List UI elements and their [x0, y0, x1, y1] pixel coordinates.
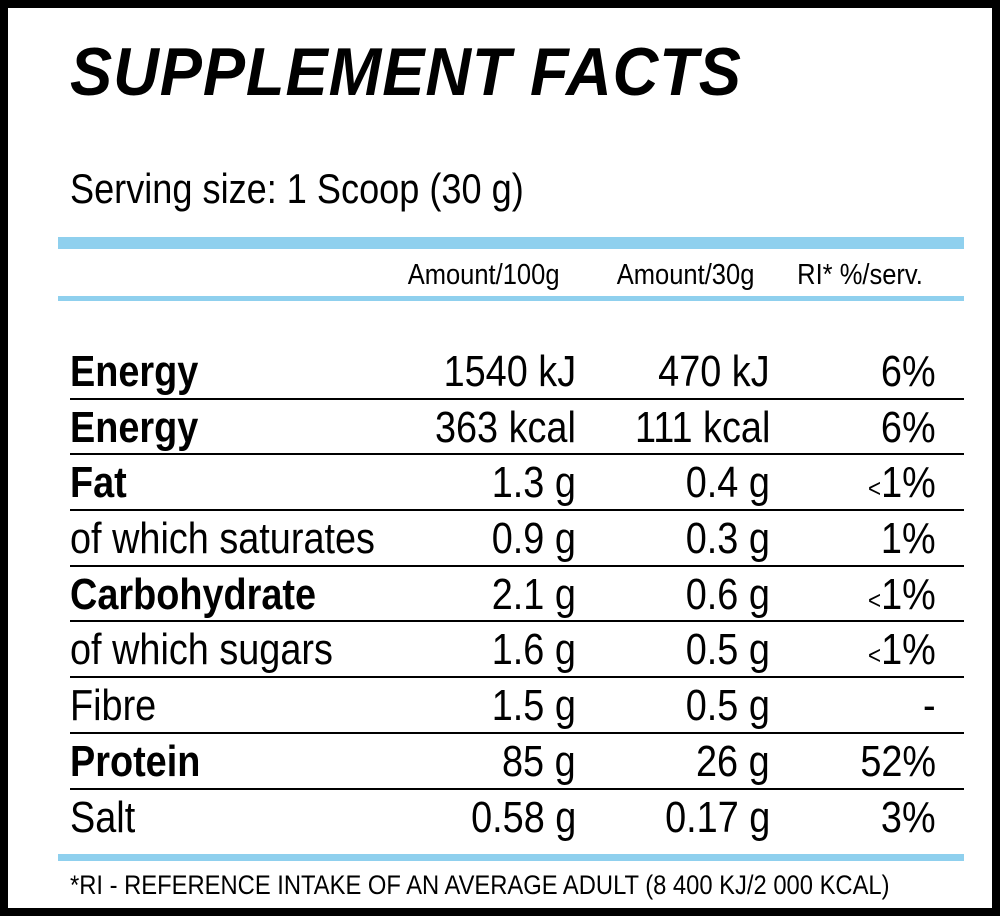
table-row: Energy 1540 kJ 470 kJ 6% — [8, 344, 1000, 400]
amount-per-30g: 0.3 g — [685, 514, 770, 564]
ri-value: - — [923, 681, 936, 731]
nutrient-name: Protein — [70, 736, 201, 786]
column-header-per100g: Amount/100g — [408, 259, 560, 291]
amount-per-30g: 0.6 g — [685, 569, 770, 619]
table-row: Carbohydrate 2.1 g 0.6 g <1% — [8, 567, 1000, 623]
ri-value: 1% — [881, 625, 936, 675]
ri-value: 6% — [881, 402, 936, 452]
ri-percent: 52% — [860, 736, 936, 791]
nutrition-table: Energy 1540 kJ 470 kJ 6% Energy 363 kcal 111 k… — [8, 344, 1000, 845]
amount-per-100g: 363 kcal — [435, 402, 576, 452]
table-row: Fat 1.3 g 0.4 g <1% — [8, 455, 1000, 511]
less-than-prefix: < — [868, 640, 882, 671]
ri-value: 1% — [881, 514, 936, 564]
header-top-divider — [58, 237, 964, 249]
ri-value: 3% — [881, 792, 936, 842]
nutrient-name: of which sugars — [70, 625, 333, 675]
table-row: Salt 0.58 g 0.17 g 3% — [8, 790, 1000, 846]
ri-percent: 6% — [881, 402, 936, 457]
amount-per-30g: 470 kJ — [658, 347, 770, 396]
table-row: Protein 85 g 26 g 52% — [8, 734, 1000, 790]
table-row: Energy 363 kcal 111 kcal 6% — [8, 400, 1000, 456]
nutrient-name: Energy — [70, 402, 199, 452]
nutrient-name: Salt — [70, 792, 136, 842]
table-row: of which sugars 1.6 g 0.5 g <1% — [8, 622, 1000, 678]
amount-per-30g: 0.4 g — [685, 458, 770, 508]
less-than-prefix: < — [868, 584, 882, 615]
header-bottom-divider — [58, 296, 964, 301]
ri-percent: 6% — [881, 348, 936, 401]
table-row: of which saturates 0.9 g 0.3 g 1% — [8, 511, 1000, 567]
ri-percent: <1% — [868, 626, 936, 679]
amount-per-30g: 26 g — [696, 736, 770, 786]
nutrient-name: Fibre — [70, 681, 157, 731]
amount-per-30g: 0.17 g — [664, 792, 770, 842]
column-header-ri: RI* %/serv. — [797, 259, 923, 291]
amount-per-100g: 0.58 g — [470, 792, 576, 842]
ri-value: 1% — [881, 569, 936, 619]
ri-percent: <1% — [868, 459, 936, 512]
amount-per-100g: 1.6 g — [491, 625, 576, 675]
nutrient-name: of which saturates — [70, 514, 375, 564]
ri-footnote: *RI - REFERENCE INTAKE OF AN AVERAGE ADU… — [70, 870, 890, 900]
serving-size: Serving size: 1 Scoop (30 g) — [70, 165, 524, 212]
ri-value: 52% — [860, 736, 936, 786]
amount-per-100g: 1.3 g — [491, 458, 576, 508]
amount-per-100g: 1.5 g — [491, 681, 576, 731]
ri-percent: 1% — [881, 515, 936, 568]
ri-percent: 3% — [881, 792, 936, 847]
nutrient-name: Carbohydrate — [70, 569, 317, 619]
ri-value: 6% — [881, 347, 936, 396]
ri-percent: <1% — [868, 569, 936, 624]
amount-per-100g: 2.1 g — [491, 569, 576, 619]
less-than-prefix: < — [868, 473, 882, 504]
amount-per-100g: 0.9 g — [491, 514, 576, 564]
label-title: SUPPLEMENT FACTS — [70, 34, 742, 110]
amount-per-30g: 0.5 g — [685, 625, 770, 675]
nutrient-name: Energy — [70, 347, 199, 396]
column-header-per30g: Amount/30g — [616, 259, 754, 291]
nutrient-name: Fat — [70, 458, 127, 508]
ri-percent: - — [923, 682, 936, 735]
amount-per-100g: 1540 kJ — [443, 347, 576, 396]
amount-per-30g: 111 kcal — [634, 402, 770, 452]
footer-divider — [58, 854, 964, 861]
ri-value: 1% — [881, 458, 936, 508]
amount-per-100g: 85 g — [502, 736, 576, 786]
amount-per-30g: 0.5 g — [685, 681, 770, 731]
table-row: Fibre 1.5 g 0.5 g - — [8, 678, 1000, 734]
